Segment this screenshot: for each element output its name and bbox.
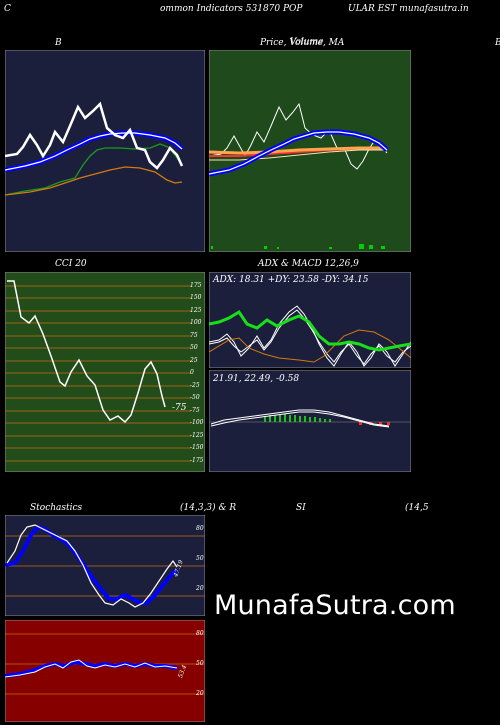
bollinger-chart [5, 50, 205, 252]
macd-values: 21.91, 22.49, -0.58 [213, 374, 300, 384]
rsi-tick: 80 [196, 630, 204, 637]
rsi-chart [5, 620, 205, 722]
rsi-tick: 20 [196, 690, 204, 697]
cci-tick: 75 [190, 332, 198, 339]
watermark: MunafaSutra.com [214, 590, 456, 621]
cci-tick: 25 [190, 357, 198, 364]
adx-title: ADX & MACD 12,26,9 [258, 259, 359, 269]
cci-tick: -75 [190, 407, 200, 414]
adx-chart [209, 272, 411, 368]
adx-values: ADX: 18.31 +DY: 23.58 -DY: 34.15 [213, 275, 369, 285]
cci-tick: 175 [190, 282, 202, 289]
cci-tick: 0 [190, 369, 194, 376]
price-right-letter: B [495, 38, 500, 48]
cci-value-label: -75 [172, 403, 187, 413]
header-title-right: ULAR EST munafasutra.in [348, 4, 469, 14]
cci-tick: -125 [190, 432, 204, 439]
cci-tick: -100 [190, 419, 204, 426]
price-title-overlap: Volume [290, 37, 324, 47]
price-chart [209, 50, 411, 252]
cci-tick: 150 [190, 294, 202, 301]
stochastics-params: (14,3,3) & R [180, 503, 237, 513]
rsi-params: (14,5 [405, 503, 429, 513]
header-left-letter: C [4, 4, 11, 14]
cci-tick: 100 [190, 319, 202, 326]
cci-tick: -150 [190, 444, 204, 451]
stochastics-title: Stochastics [30, 503, 83, 513]
cci-tick: -25 [190, 382, 200, 389]
cci-chart [5, 272, 205, 472]
cci-title: CCI 20 [55, 259, 87, 269]
macd-chart [209, 370, 411, 472]
cci-tick: -175 [190, 457, 204, 464]
rsi-title: SI [296, 503, 306, 513]
stochastics-tick: 50 [196, 555, 204, 562]
cci-tick: 50 [190, 344, 198, 351]
stochastics-tick: 80 [196, 525, 204, 532]
cci-tick: -50 [190, 394, 200, 401]
bollinger-title: B [55, 38, 62, 48]
price-title: Price, Volume, MA [260, 38, 345, 48]
header-title-left: ommon Indicators 531870 POP [160, 4, 303, 14]
rsi-tick: 50 [196, 660, 204, 667]
cci-tick: 125 [190, 307, 202, 314]
stochastics-chart [5, 515, 205, 616]
stochastics-tick: 20 [196, 585, 204, 592]
